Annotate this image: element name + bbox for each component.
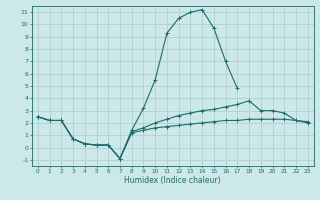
X-axis label: Humidex (Indice chaleur): Humidex (Indice chaleur) <box>124 176 221 185</box>
